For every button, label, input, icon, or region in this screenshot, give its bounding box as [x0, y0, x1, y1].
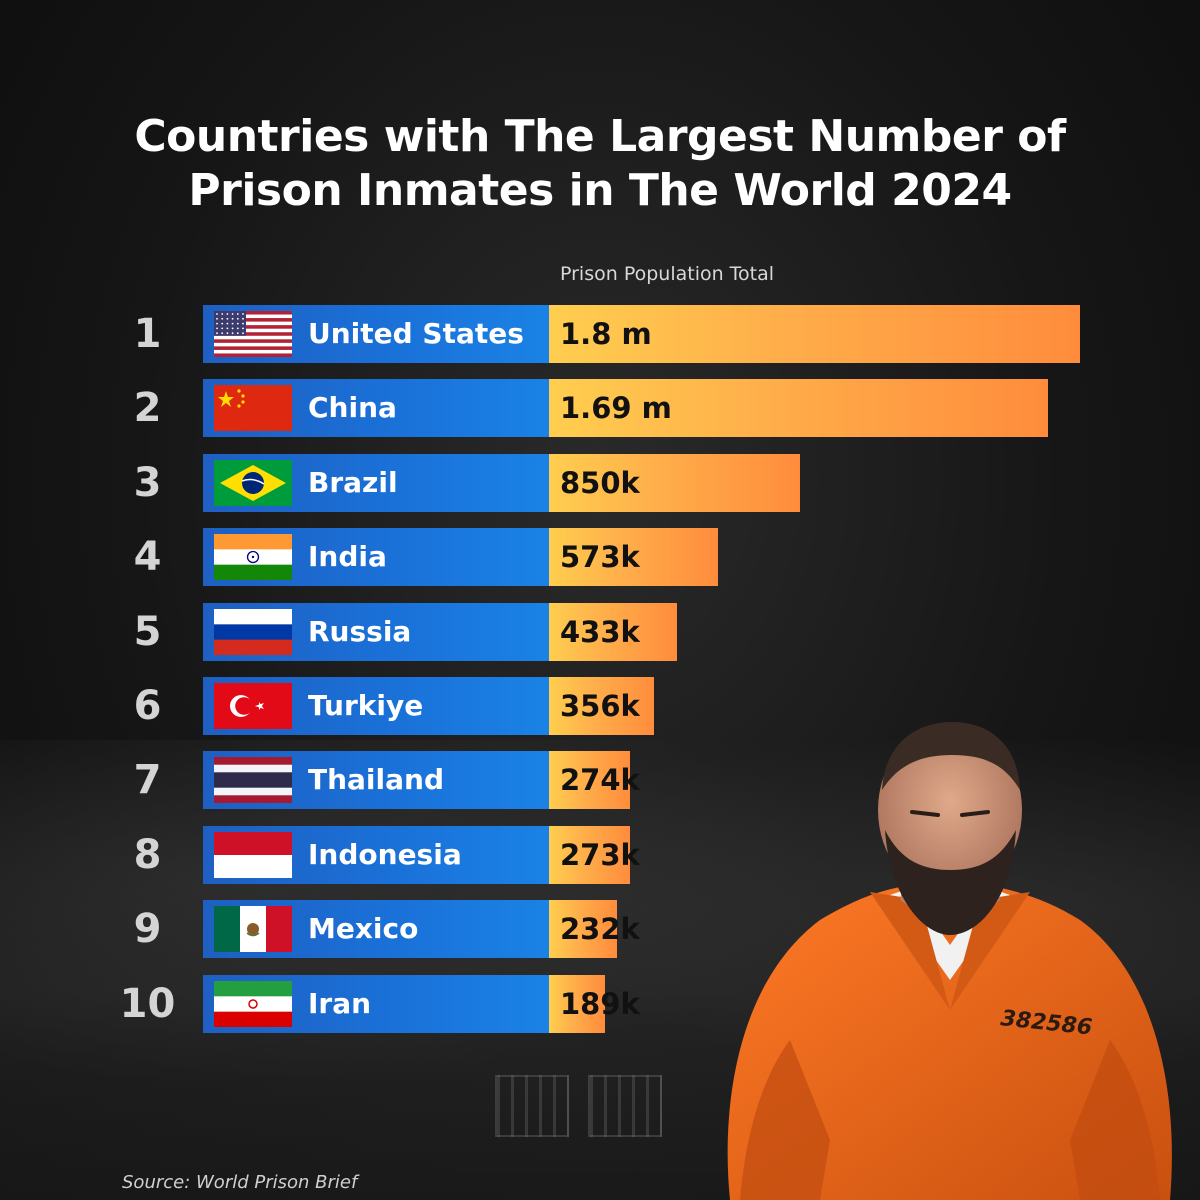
- ir-flag-icon: [214, 980, 292, 1027]
- value-label: 232k: [560, 912, 640, 947]
- country-label-box: China: [203, 379, 549, 438]
- rank-label: 7: [133, 757, 162, 804]
- value-label: 850k: [560, 465, 640, 500]
- chart-title: Countries with The Largest Number of Pri…: [0, 110, 1200, 218]
- country-label-box: Thailand: [203, 751, 549, 810]
- chart-row: 8 Indonesia 273k: [0, 825, 1200, 884]
- country-label-box: Brazil: [203, 453, 549, 512]
- rank-label: 9: [133, 906, 162, 953]
- value-label: 274k: [560, 763, 640, 798]
- country-label-box: United States: [203, 305, 549, 363]
- value-label: 573k: [560, 540, 640, 575]
- br-flag-icon: [214, 459, 292, 506]
- value-axis-label: Prison Population Total: [560, 263, 775, 285]
- chart-row: 10 Iran 189k: [0, 974, 1200, 1033]
- chart-row: 3 Brazil 850k: [0, 453, 1200, 512]
- country-name: India: [308, 540, 387, 574]
- rank-label: 6: [133, 683, 162, 729]
- us-flag-icon: [214, 311, 292, 357]
- prisoner-illustration: 382586: [727, 722, 1172, 1200]
- rank-label: 8: [133, 831, 162, 878]
- value-label: 273k: [560, 837, 640, 872]
- mx-flag-icon: [214, 906, 292, 953]
- rank-label: 1: [133, 311, 162, 357]
- rank-label: 4: [133, 534, 162, 581]
- country-label-box: Indonesia: [203, 825, 549, 884]
- country-label-box: Iran: [203, 974, 549, 1033]
- value-bar: [549, 974, 605, 1033]
- chart-title-line-1: Countries with The Largest Number of: [134, 111, 1066, 162]
- rank-label: 3: [133, 459, 162, 506]
- chart-row: 1 United States 1.8 m: [0, 305, 1200, 363]
- value-bar: [549, 677, 654, 735]
- country-name: China: [308, 391, 397, 425]
- background-window: [495, 1075, 569, 1137]
- country-name: Turkiye: [308, 689, 424, 722]
- value-bar: [549, 900, 617, 959]
- value-bar: [549, 379, 1048, 438]
- value-label: 1.69 m: [560, 391, 672, 426]
- chart-row: 6 Turkiye 356k: [0, 677, 1200, 735]
- value-label: 1.8 m: [560, 317, 652, 351]
- value-label: 189k: [560, 986, 640, 1021]
- ru-flag-icon: [214, 608, 292, 655]
- source-note: Source: World Prison Brief: [122, 1172, 358, 1193]
- rank-label: 10: [119, 980, 176, 1027]
- background-window: [588, 1075, 662, 1137]
- th-flag-icon: [214, 757, 292, 804]
- country-name: Mexico: [308, 912, 419, 946]
- country-name: Thailand: [308, 763, 444, 797]
- chart-row: 9 Mexico 232k: [0, 900, 1200, 959]
- rank-label: 5: [133, 608, 162, 655]
- chart-title-line-2: Prison Inmates in The World 2024: [188, 165, 1012, 216]
- value-bar: [549, 751, 630, 810]
- chart-row: 7 Thailand 274k: [0, 751, 1200, 810]
- chart-row: 5 Russia 433k: [0, 602, 1200, 661]
- tr-flag-icon: [214, 683, 292, 729]
- chart-row: 4 India 573k: [0, 528, 1200, 587]
- country-name: United States: [308, 317, 524, 350]
- id-flag-icon: [214, 831, 292, 878]
- country-name: Iran: [308, 986, 372, 1020]
- value-bar: [549, 602, 677, 661]
- country-label-box: Mexico: [203, 900, 549, 959]
- value-label: 433k: [560, 614, 640, 649]
- in-flag-icon: [214, 534, 292, 581]
- country-label-box: Russia: [203, 602, 549, 661]
- country-name: Indonesia: [308, 837, 462, 871]
- country-name: Russia: [308, 614, 412, 648]
- country-name: Brazil: [308, 465, 398, 499]
- value-bar: [549, 305, 1080, 363]
- value-label: 356k: [560, 689, 640, 723]
- rank-label: 2: [133, 385, 162, 432]
- chart-row: 2 China 1.69 m: [0, 379, 1200, 438]
- country-label-box: Turkiye: [203, 677, 549, 735]
- value-bar: [549, 825, 630, 884]
- cn-flag-icon: [214, 385, 292, 432]
- value-bar: [549, 453, 800, 512]
- country-label-box: India: [203, 528, 549, 587]
- value-bar: [549, 528, 718, 587]
